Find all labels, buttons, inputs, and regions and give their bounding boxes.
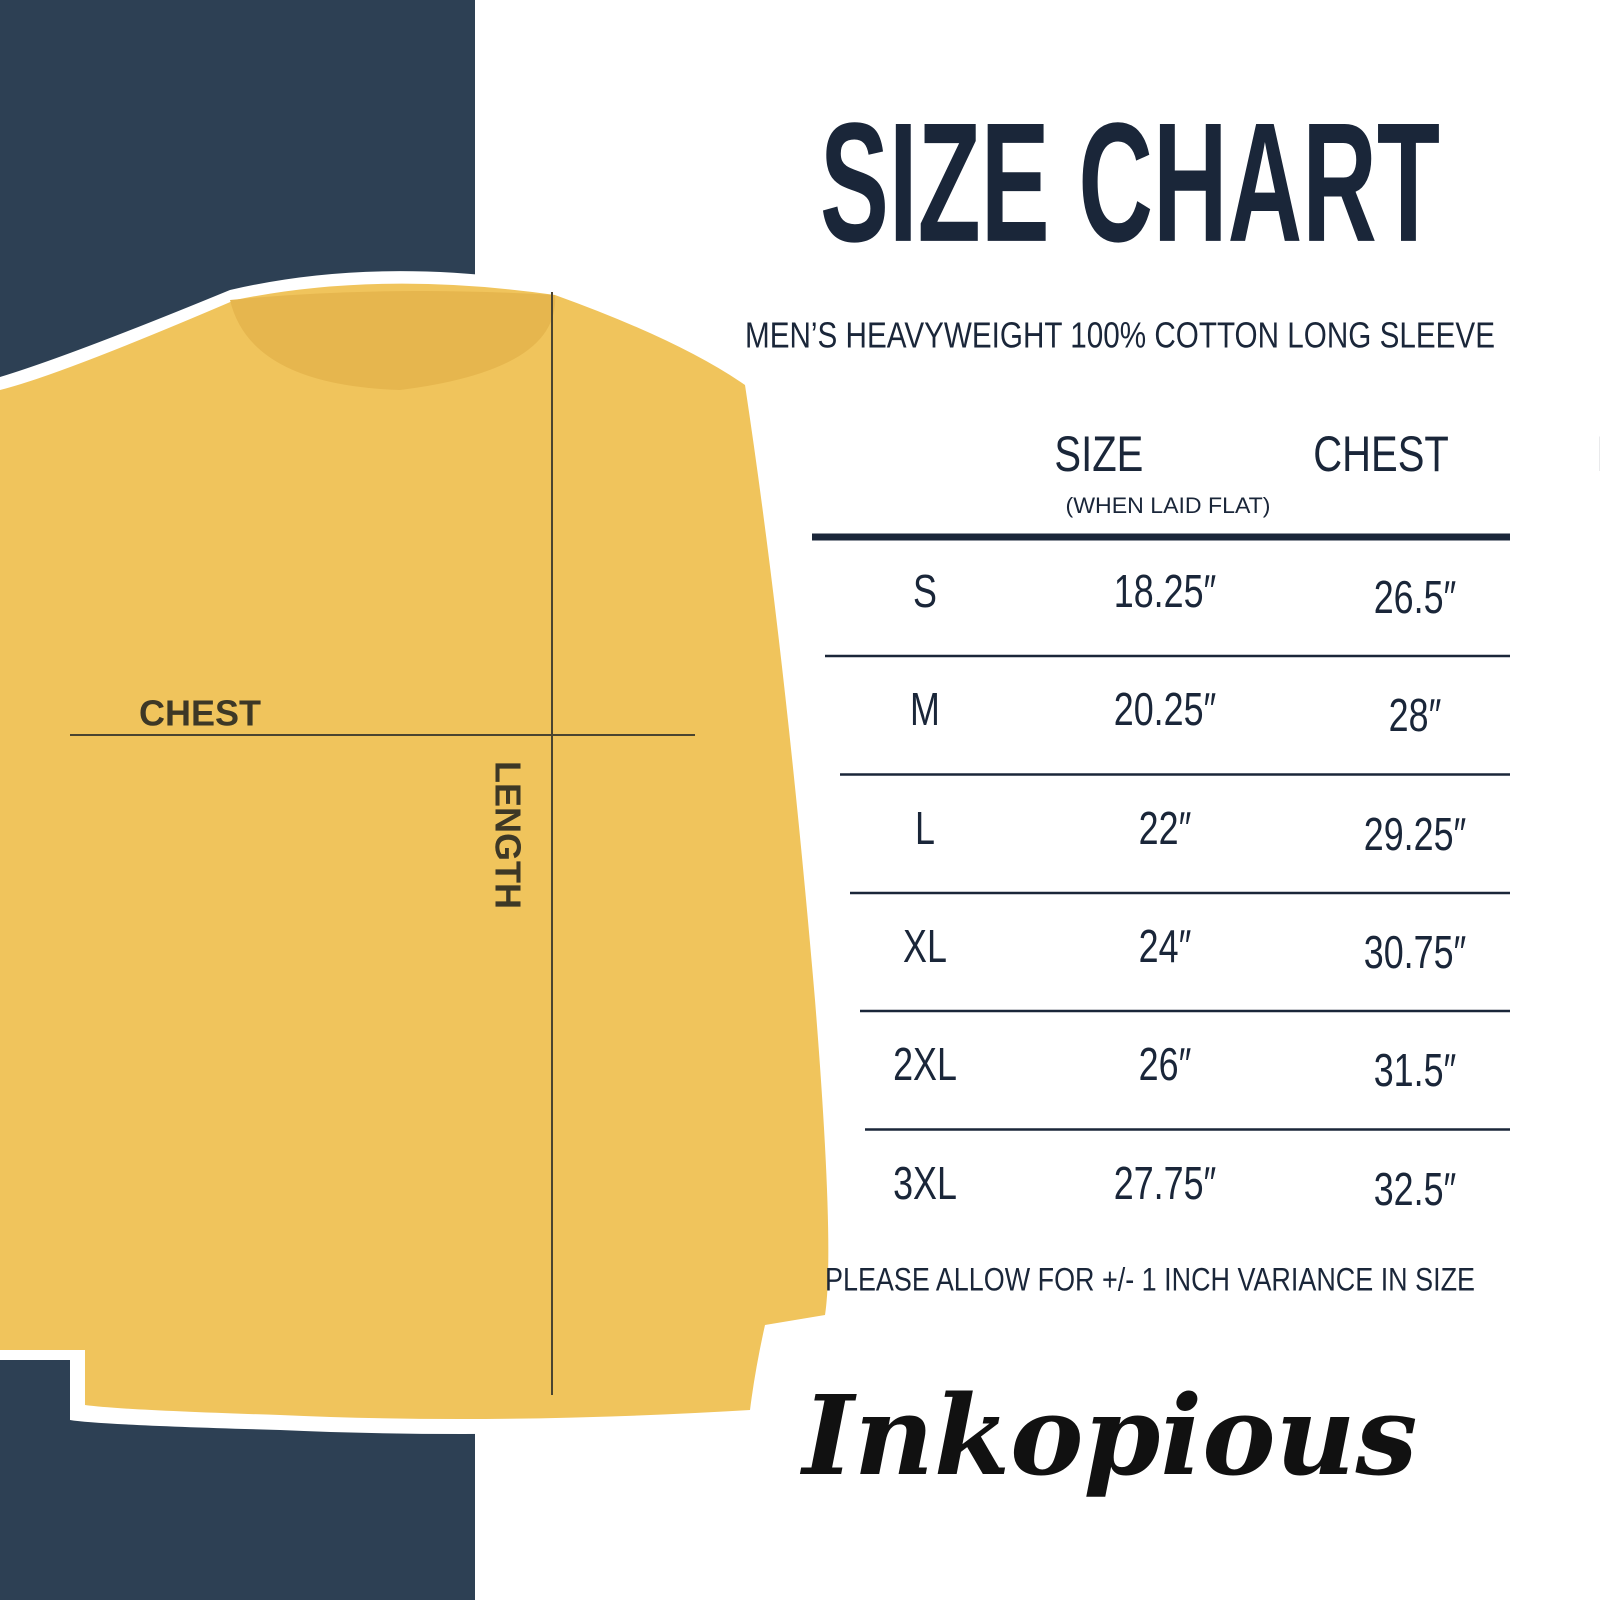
title: SIZE CHART bbox=[820, 88, 1440, 278]
shirt-collar bbox=[230, 291, 556, 390]
table-cell: 27.75″ bbox=[1114, 1158, 1216, 1209]
note: PLEASE ALLOW FOR +/- 1 INCH VARIANCE IN … bbox=[825, 1261, 1475, 1297]
table-cell: 26.5″ bbox=[1374, 572, 1457, 623]
table-cell: 20.25″ bbox=[1114, 684, 1216, 735]
table-cell: 30.75″ bbox=[1364, 927, 1466, 978]
table-cell: 29.25″ bbox=[1364, 809, 1466, 860]
table-cell: S bbox=[913, 566, 937, 617]
table-cell: M bbox=[910, 684, 940, 735]
table-cell: 24″ bbox=[1139, 921, 1192, 972]
table-cell: 2XL bbox=[893, 1039, 957, 1090]
length-label: LENGTH bbox=[487, 761, 528, 909]
column-header: LENGTH bbox=[1597, 426, 1600, 482]
subtitle: MEN’S HEAVYWEIGHT 100% COTTON LONG SLEEV… bbox=[745, 315, 1495, 356]
column-header: CHEST bbox=[1313, 426, 1449, 482]
table-cell: 32.5″ bbox=[1374, 1164, 1457, 1215]
table-cell: 22″ bbox=[1139, 803, 1192, 854]
brand: Inkopious bbox=[800, 1371, 1418, 1500]
column-header: SIZE bbox=[1054, 426, 1143, 482]
shirt bbox=[0, 283, 829, 1419]
chest-label: CHEST bbox=[139, 693, 261, 734]
table-cell: 18.25″ bbox=[1114, 566, 1216, 617]
table-cell: L bbox=[915, 803, 935, 854]
table-cell: 3XL bbox=[893, 1158, 957, 1209]
table-cell: 28″ bbox=[1389, 690, 1442, 741]
table-cell: 26″ bbox=[1139, 1039, 1192, 1090]
table-cell: 31.5″ bbox=[1374, 1045, 1457, 1096]
table-cell: XL bbox=[903, 921, 947, 972]
chest-note: (WHEN LAID FLAT) bbox=[1066, 493, 1271, 518]
